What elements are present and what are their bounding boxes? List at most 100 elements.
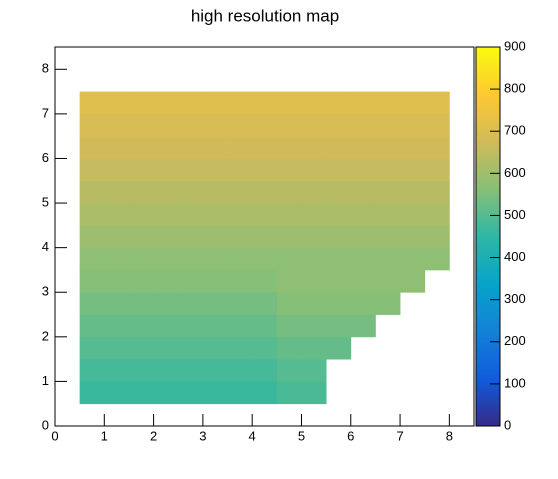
heat-cell xyxy=(276,381,302,405)
y-tick-label: 1 xyxy=(42,373,49,388)
heat-cell xyxy=(178,269,204,293)
heat-cell xyxy=(128,269,154,293)
heat-cell xyxy=(326,180,352,204)
x-tick-label: 8 xyxy=(446,428,453,443)
heat-cell xyxy=(375,292,401,315)
heat-cell xyxy=(252,180,278,204)
heat-cell xyxy=(276,247,302,271)
heat-cell xyxy=(178,336,204,360)
heat-cell xyxy=(227,292,253,315)
heat-cell xyxy=(400,91,426,115)
x-tick-label: 7 xyxy=(396,428,403,443)
heat-cell xyxy=(202,91,228,115)
heat-cell xyxy=(424,225,450,249)
heat-cell xyxy=(252,91,278,115)
heat-cell xyxy=(202,180,228,204)
heat-cell xyxy=(178,136,204,159)
heat-cell xyxy=(252,381,278,405)
heat-cell xyxy=(104,314,130,338)
heat-cell xyxy=(252,292,278,315)
z-tick-label: 800 xyxy=(504,81,526,96)
heat-cell xyxy=(79,292,105,315)
heat-cell xyxy=(424,180,450,204)
heat-cell xyxy=(301,158,327,182)
heat-cell xyxy=(227,247,253,271)
heat-cell xyxy=(178,180,204,204)
heat-cell xyxy=(79,113,105,137)
y-tick-label: 5 xyxy=(42,194,49,209)
chart-title: high resolution map xyxy=(191,6,339,25)
heat-cell xyxy=(252,269,278,293)
heat-cell xyxy=(202,113,228,137)
heat-cell xyxy=(276,225,302,249)
heat-cell xyxy=(128,203,154,226)
heat-cell xyxy=(326,203,352,226)
heat-cell xyxy=(202,314,228,338)
y-tick-label: 7 xyxy=(42,105,49,120)
heat-cell xyxy=(227,381,253,405)
heat-cell xyxy=(178,381,204,405)
heat-cell xyxy=(178,203,204,226)
heat-cell xyxy=(178,314,204,338)
heat-cell xyxy=(301,91,327,115)
heat-cell xyxy=(301,381,327,405)
z-tick-label: 300 xyxy=(504,291,526,306)
heat-cell xyxy=(153,381,179,405)
x-tick-label: 4 xyxy=(249,428,256,443)
heat-cell xyxy=(252,336,278,360)
heat-cell xyxy=(153,203,179,226)
heat-cell xyxy=(326,91,352,115)
heat-cell xyxy=(276,314,302,338)
heat-cell xyxy=(178,225,204,249)
heat-cell xyxy=(128,225,154,249)
heat-cell xyxy=(153,180,179,204)
heat-cell xyxy=(104,180,130,204)
heat-cell xyxy=(178,247,204,271)
heat-cell xyxy=(276,158,302,182)
heat-cell xyxy=(128,292,154,315)
heat-cell xyxy=(202,336,228,360)
heat-cell xyxy=(227,359,253,382)
heat-cell xyxy=(301,180,327,204)
heat-cell xyxy=(375,136,401,159)
heat-cell xyxy=(104,136,130,159)
heat-cell xyxy=(153,314,179,338)
heat-cell xyxy=(252,225,278,249)
x-tick-label: 5 xyxy=(298,428,305,443)
heat-cell xyxy=(400,225,426,249)
heat-cell xyxy=(276,336,302,360)
heat-cell xyxy=(252,136,278,159)
heat-cell xyxy=(79,158,105,182)
heat-cell xyxy=(326,136,352,159)
heat-cell xyxy=(202,269,228,293)
heat-cell xyxy=(202,158,228,182)
heat-cell xyxy=(79,225,105,249)
heat-cell xyxy=(252,247,278,271)
heat-cell xyxy=(227,314,253,338)
heat-cell xyxy=(178,359,204,382)
z-tick-label: 100 xyxy=(504,375,526,390)
heat-cell xyxy=(227,91,253,115)
heat-cell xyxy=(153,113,179,137)
heat-cell xyxy=(301,292,327,315)
heat-cell xyxy=(424,247,450,271)
heat-cell xyxy=(375,247,401,271)
heat-cell xyxy=(276,292,302,315)
heat-cell xyxy=(375,203,401,226)
heat-cell xyxy=(104,269,130,293)
heat-cell xyxy=(79,314,105,338)
heat-cell xyxy=(350,269,376,293)
heat-cell xyxy=(326,269,352,293)
heat-cell xyxy=(375,158,401,182)
heat-cell xyxy=(350,247,376,271)
heat-cell xyxy=(178,158,204,182)
heat-cell xyxy=(375,180,401,204)
heat-cell xyxy=(153,136,179,159)
heat-cell xyxy=(252,314,278,338)
heat-cell xyxy=(400,113,426,137)
x-tick-label: 2 xyxy=(150,428,157,443)
heat-cell xyxy=(128,381,154,405)
heat-cell xyxy=(128,136,154,159)
heat-cell xyxy=(276,269,302,293)
